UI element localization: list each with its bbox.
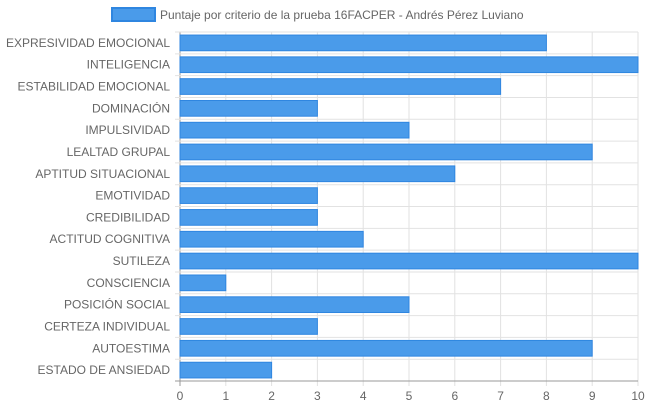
bar[interactable] — [179, 252, 639, 270]
bar[interactable] — [179, 361, 273, 379]
bar[interactable] — [179, 78, 502, 95]
legend[interactable]: Puntaje por criterio de la prueba 16FACP… — [111, 7, 524, 22]
bar[interactable] — [179, 339, 593, 357]
x-tick-label: 2 — [268, 389, 275, 403]
category-label: ACTITUD COGNITIVA — [50, 232, 170, 246]
bar[interactable] — [179, 121, 410, 139]
legend-label: Puntaje por criterio de la prueba 16FACP… — [160, 8, 524, 22]
bar[interactable] — [179, 99, 318, 117]
bar[interactable] — [179, 230, 364, 248]
x-tick-label: 6 — [451, 389, 458, 403]
legend-swatch — [111, 7, 156, 22]
x-tick-label: 3 — [314, 389, 321, 403]
bar[interactable] — [179, 165, 456, 183]
category-label: SUTILEZA — [113, 254, 170, 268]
category-label: LEALTAD GRUPAL — [67, 145, 171, 159]
category-label: EXPRESIVIDAD EMOCIONAL — [6, 36, 170, 50]
bar[interactable] — [179, 296, 410, 314]
category-label: APTITUD SITUACIONAL — [35, 167, 170, 181]
category-label: DOMINACIÓN — [92, 100, 170, 115]
x-tick-label: 5 — [406, 389, 413, 403]
bar[interactable] — [179, 318, 318, 335]
bar[interactable] — [179, 34, 547, 52]
bar[interactable] — [179, 274, 227, 292]
category-label: CERTEZA INDIVIDUAL — [44, 319, 170, 333]
category-label: ESTADO DE ANSIEDAD — [38, 363, 171, 377]
category-label: AUTOESTIMA — [92, 341, 170, 355]
category-labels: EXPRESIVIDAD EMOCIONAL INTELIGENCIA ESTABI… — [6, 36, 170, 377]
bar[interactable] — [179, 209, 318, 226]
bar[interactable] — [179, 187, 318, 204]
x-tick-label: 1 — [222, 389, 229, 403]
category-label: INTELIGENCIA — [87, 58, 170, 72]
x-tick-label: 8 — [543, 389, 550, 403]
x-tick-labels: 0 1 2 3 4 5 6 7 8 9 10 — [177, 389, 645, 403]
x-tick-label: 4 — [360, 389, 367, 403]
x-tick-label: 7 — [497, 389, 504, 403]
category-label: ESTABILIDAD EMOCIONAL — [18, 80, 171, 94]
category-label: IMPULSIVIDAD — [85, 123, 170, 137]
category-label: EMOTIVIDAD — [95, 189, 170, 203]
bars — [179, 34, 639, 379]
x-tick-label: 0 — [177, 389, 184, 403]
bar[interactable] — [179, 143, 593, 161]
category-label: CREDIBILIDAD — [86, 210, 170, 224]
category-label: POSICIÓN SOCIAL — [64, 297, 170, 312]
category-label: CONSCIENCIA — [87, 276, 170, 290]
x-tick-label: 9 — [589, 389, 596, 403]
x-tick-label: 10 — [631, 389, 645, 403]
bar[interactable] — [179, 56, 639, 74]
